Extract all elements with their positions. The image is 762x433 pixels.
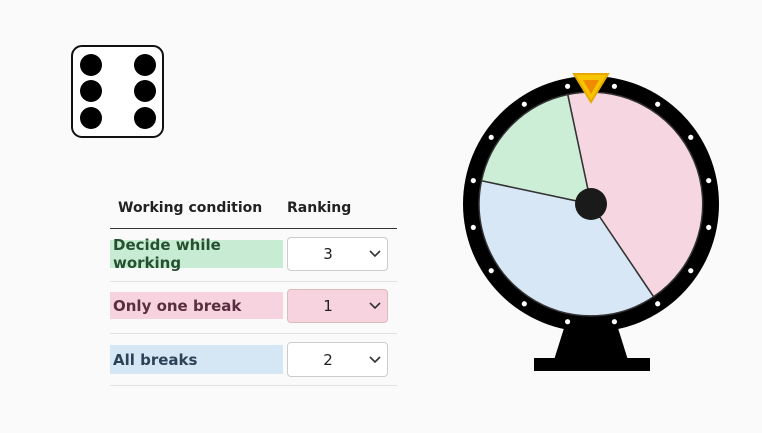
pip: [134, 54, 156, 76]
ranking-select[interactable]: 1: [287, 289, 388, 323]
header-ranking: Ranking: [287, 200, 352, 216]
segment-pink: [566, 91, 704, 298]
rim-light: [564, 319, 571, 325]
rim-light: [688, 268, 694, 274]
rim-light: [564, 83, 571, 89]
rim-light: [488, 134, 494, 140]
ranking-value: 2: [323, 350, 333, 369]
segment-blue: [478, 179, 655, 317]
rim-light: [688, 134, 694, 140]
pip: [80, 107, 102, 129]
pip: [80, 54, 102, 76]
pip: [80, 80, 102, 102]
chevron: [369, 250, 381, 258]
rim-light: [611, 319, 618, 325]
wheel: [463, 73, 719, 371]
ranking-value: 1: [323, 297, 333, 315]
segment-green: [480, 93, 592, 205]
rim-light: [655, 301, 661, 307]
rim-light: [488, 268, 494, 274]
condition-label: Decide while working: [110, 236, 283, 272]
hub: [575, 188, 607, 220]
chevron: [369, 355, 381, 363]
condition-label: Only one break: [110, 292, 283, 319]
rim-light: [521, 101, 527, 107]
ranking-select[interactable]: 3: [287, 237, 388, 271]
ranking-select[interactable]: 2: [287, 342, 388, 377]
row-separator: [110, 281, 397, 282]
stand: [554, 325, 628, 360]
die: [71, 45, 164, 138]
pip: [134, 80, 156, 102]
ranking-value: 3: [323, 245, 333, 263]
header-condition: Working condition: [118, 200, 263, 216]
pointer-inner: [583, 80, 599, 94]
chevron: [369, 302, 381, 310]
rim-light: [470, 224, 476, 231]
rim-light: [611, 83, 618, 89]
row-separator: [110, 385, 397, 386]
rim-light: [470, 177, 476, 184]
condition-label: All breaks: [110, 345, 283, 374]
rim-light: [706, 224, 712, 231]
stand-base: [534, 358, 650, 371]
rim-light: [521, 301, 527, 307]
rim-light: [706, 177, 712, 184]
pip: [134, 107, 156, 129]
rim-light: [655, 101, 661, 107]
row-separator: [110, 333, 397, 334]
header-rule: [110, 228, 397, 229]
